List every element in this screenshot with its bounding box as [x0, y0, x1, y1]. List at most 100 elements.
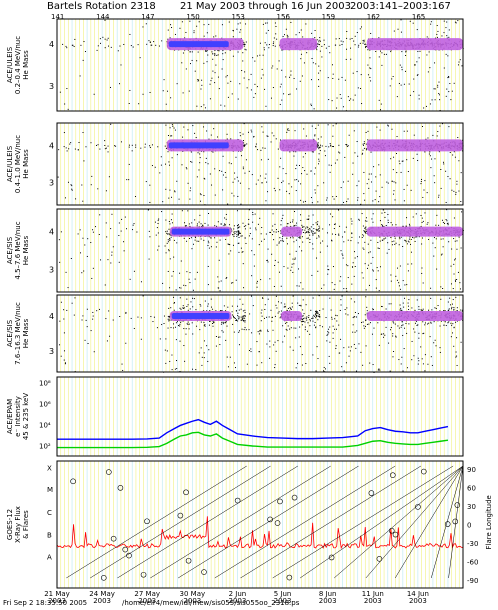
data-point [422, 196, 424, 198]
data-point [314, 29, 316, 31]
data-point [414, 64, 416, 66]
data-point [453, 345, 455, 347]
data-point [387, 219, 389, 221]
data-point [413, 78, 415, 80]
data-point [416, 299, 418, 301]
data-point [343, 347, 345, 349]
data-point [108, 176, 110, 178]
data-point [162, 282, 164, 284]
data-point [459, 282, 461, 284]
data-point [426, 192, 428, 194]
data-point [256, 282, 258, 284]
data-point [387, 242, 389, 244]
data-point [277, 340, 279, 342]
data-point [375, 176, 377, 178]
data-point [424, 370, 426, 372]
data-point [194, 70, 196, 72]
data-point [110, 228, 112, 230]
data-point [168, 233, 170, 235]
data-point [416, 29, 418, 31]
data-point [450, 99, 452, 101]
data-point [215, 35, 217, 37]
data-point [409, 20, 411, 22]
data-point [198, 21, 200, 23]
data-point [251, 238, 253, 240]
data-point [237, 230, 239, 232]
data-point [422, 333, 424, 335]
data-point [229, 244, 231, 246]
y-axis-label-line: ACE/EPAM [6, 399, 14, 434]
data-point [434, 99, 436, 101]
data-point [370, 151, 372, 153]
data-point [303, 313, 305, 315]
data-point [451, 303, 453, 305]
data-point [248, 170, 250, 172]
data-point [357, 87, 359, 89]
data-point [73, 46, 75, 48]
data-point [449, 83, 451, 85]
data-point [296, 179, 298, 181]
data-point [304, 326, 306, 328]
data-point [208, 236, 210, 238]
data-point [442, 221, 444, 223]
data-point [238, 318, 240, 320]
data-point [324, 155, 326, 157]
data-point [436, 36, 438, 38]
data-point [291, 186, 293, 188]
data-point [278, 241, 280, 243]
data-point [372, 270, 374, 272]
data-point [207, 163, 209, 165]
data-point [364, 199, 366, 201]
data-point [417, 357, 419, 359]
data-point [287, 223, 289, 225]
data-point [308, 218, 310, 220]
data-point [336, 320, 338, 322]
data-point [379, 196, 381, 198]
data-point [319, 146, 321, 148]
data-point [421, 267, 423, 269]
data-point [198, 221, 200, 223]
data-point [187, 309, 189, 311]
data-point [197, 80, 199, 82]
data-point [206, 32, 208, 34]
data-point [459, 59, 461, 61]
data-point [372, 200, 374, 202]
data-point [443, 163, 445, 165]
data-point [244, 309, 246, 311]
data-point [150, 44, 152, 46]
data-point [310, 103, 312, 105]
data-point [287, 325, 289, 327]
data-point [417, 363, 419, 365]
data-point [159, 338, 161, 340]
data-point [259, 217, 261, 219]
data-point [291, 302, 293, 304]
data-point [266, 260, 268, 262]
data-point [457, 271, 459, 273]
data-point [164, 349, 166, 351]
data-point [311, 202, 313, 204]
data-point [278, 311, 280, 313]
data-point [308, 315, 310, 317]
data-point [453, 308, 455, 310]
data-point [231, 93, 233, 95]
data-point [149, 236, 151, 238]
data-point [208, 213, 210, 215]
data-point [401, 160, 403, 162]
data-point [173, 239, 175, 241]
data-point [290, 269, 292, 271]
data-point [385, 326, 387, 328]
data-point [315, 311, 317, 313]
data-point [71, 188, 73, 190]
doy-tick-label: 162 [367, 13, 380, 21]
y-axis-label-line: 4.5–7.6 MeV/nuc [14, 221, 22, 279]
data-point [169, 127, 171, 129]
data-point [367, 130, 369, 132]
data-point [322, 228, 324, 230]
data-point [85, 146, 87, 148]
data-point [362, 321, 364, 323]
data-point [431, 309, 433, 311]
data-point [338, 352, 340, 354]
data-point [179, 323, 181, 325]
data-point [442, 288, 444, 290]
data-point [165, 231, 167, 233]
